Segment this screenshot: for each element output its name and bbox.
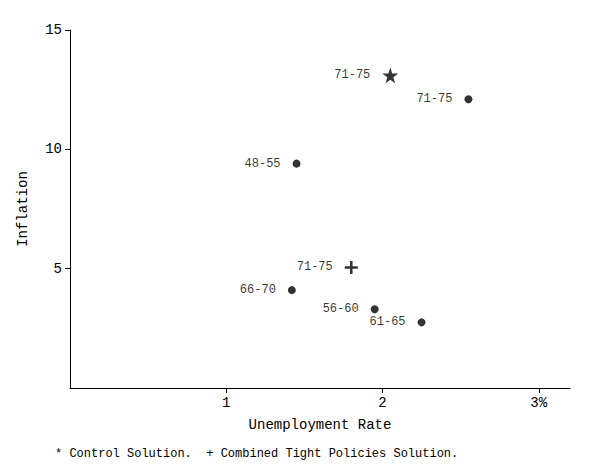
svg-text:Inflation: Inflation [15,171,31,247]
svg-text:71-75: 71-75 [416,92,452,106]
svg-text:48-55: 48-55 [245,157,281,171]
svg-text:71-75: 71-75 [334,68,370,82]
svg-text:56-60: 56-60 [323,302,359,316]
svg-text:10: 10 [45,141,62,157]
svg-text:66-70: 66-70 [240,283,276,297]
svg-text:* Control Solution. + Combine: * Control Solution. + Combined Tight Pol… [55,447,458,461]
svg-text:Unemployment Rate: Unemployment Rate [249,417,392,433]
svg-text:1: 1 [222,395,230,411]
svg-text:71-75: 71-75 [297,260,333,274]
svg-text:3%: 3% [530,395,547,411]
svg-text:5: 5 [54,261,62,277]
svg-text:61-65: 61-65 [370,315,406,329]
svg-text:15: 15 [45,22,62,38]
svg-text:2: 2 [378,395,386,411]
